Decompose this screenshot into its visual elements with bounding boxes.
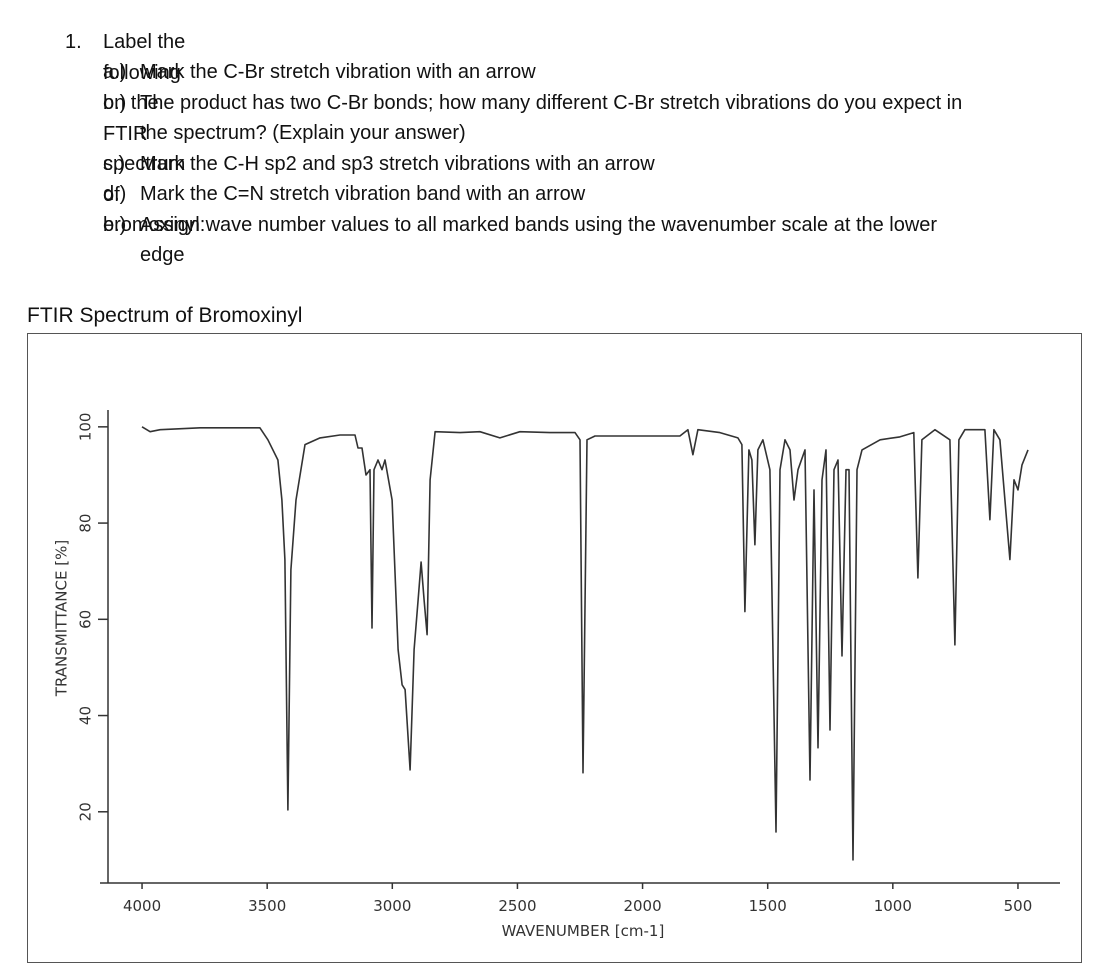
y-tick-label: 80 [77,514,95,533]
question-item: e.) Assign wave number values to all mark… [103,210,983,271]
y-axis-label: TRANSMITTANCE [%] [53,540,71,697]
item-label: e.) [103,213,127,236]
x-tick-label: 2000 [623,897,661,915]
question-item: a.) Mark the C-Br stretch vibration with … [103,57,983,88]
question-item: d.) Mark the C=N stretch vibration band w… [103,179,983,210]
item-text: Assign wave number values to all marked … [140,213,938,267]
question-number: 1. [65,31,82,53]
x-tick-label: 500 [1004,897,1033,915]
chart-frame [27,333,1082,963]
question-text: Label the following on the FTIR spectrum… [103,31,206,236]
question-items: a.) Mark the C-Br stretch vibration with … [103,57,983,271]
item-label: d.) [103,183,127,205]
x-tick-label: 3000 [373,897,411,915]
question-item: b.) The product has two C-Br bonds; how m… [103,88,983,149]
item-text: Mark the C-Br stretch vibration with an … [140,61,536,83]
x-tick-label: 2500 [498,897,536,915]
y-tick-label: 20 [77,802,95,821]
x-tick-label: 4000 [123,897,161,915]
y-tick-label: 60 [77,610,95,629]
x-axis-label: WAVENUMBER [cm-1] [502,922,665,940]
x-tick-label: 1000 [874,897,912,915]
x-tick-label: 1500 [749,897,787,915]
item-label: b.) [103,91,127,114]
x-tick-label: 3500 [248,897,286,915]
item-label: c.) [103,152,126,175]
y-tick-label: 100 [77,413,95,442]
y-tick-label: 40 [77,706,95,725]
chart-title: FTIR Spectrum of Bromoxinyl [27,304,303,327]
item-text: The product has two C-Br bonds; how many… [140,91,963,145]
item-text: Mark the C=N stretch vibration band with… [140,183,586,205]
item-label: a.) [103,61,127,83]
item-text: Mark the C-H sp2 and sp3 stretch vibrati… [140,152,655,175]
spectrum-line [141,426,1029,861]
question-item: c.) Mark the C-H sp2 and sp3 stretch vibr… [103,149,983,180]
